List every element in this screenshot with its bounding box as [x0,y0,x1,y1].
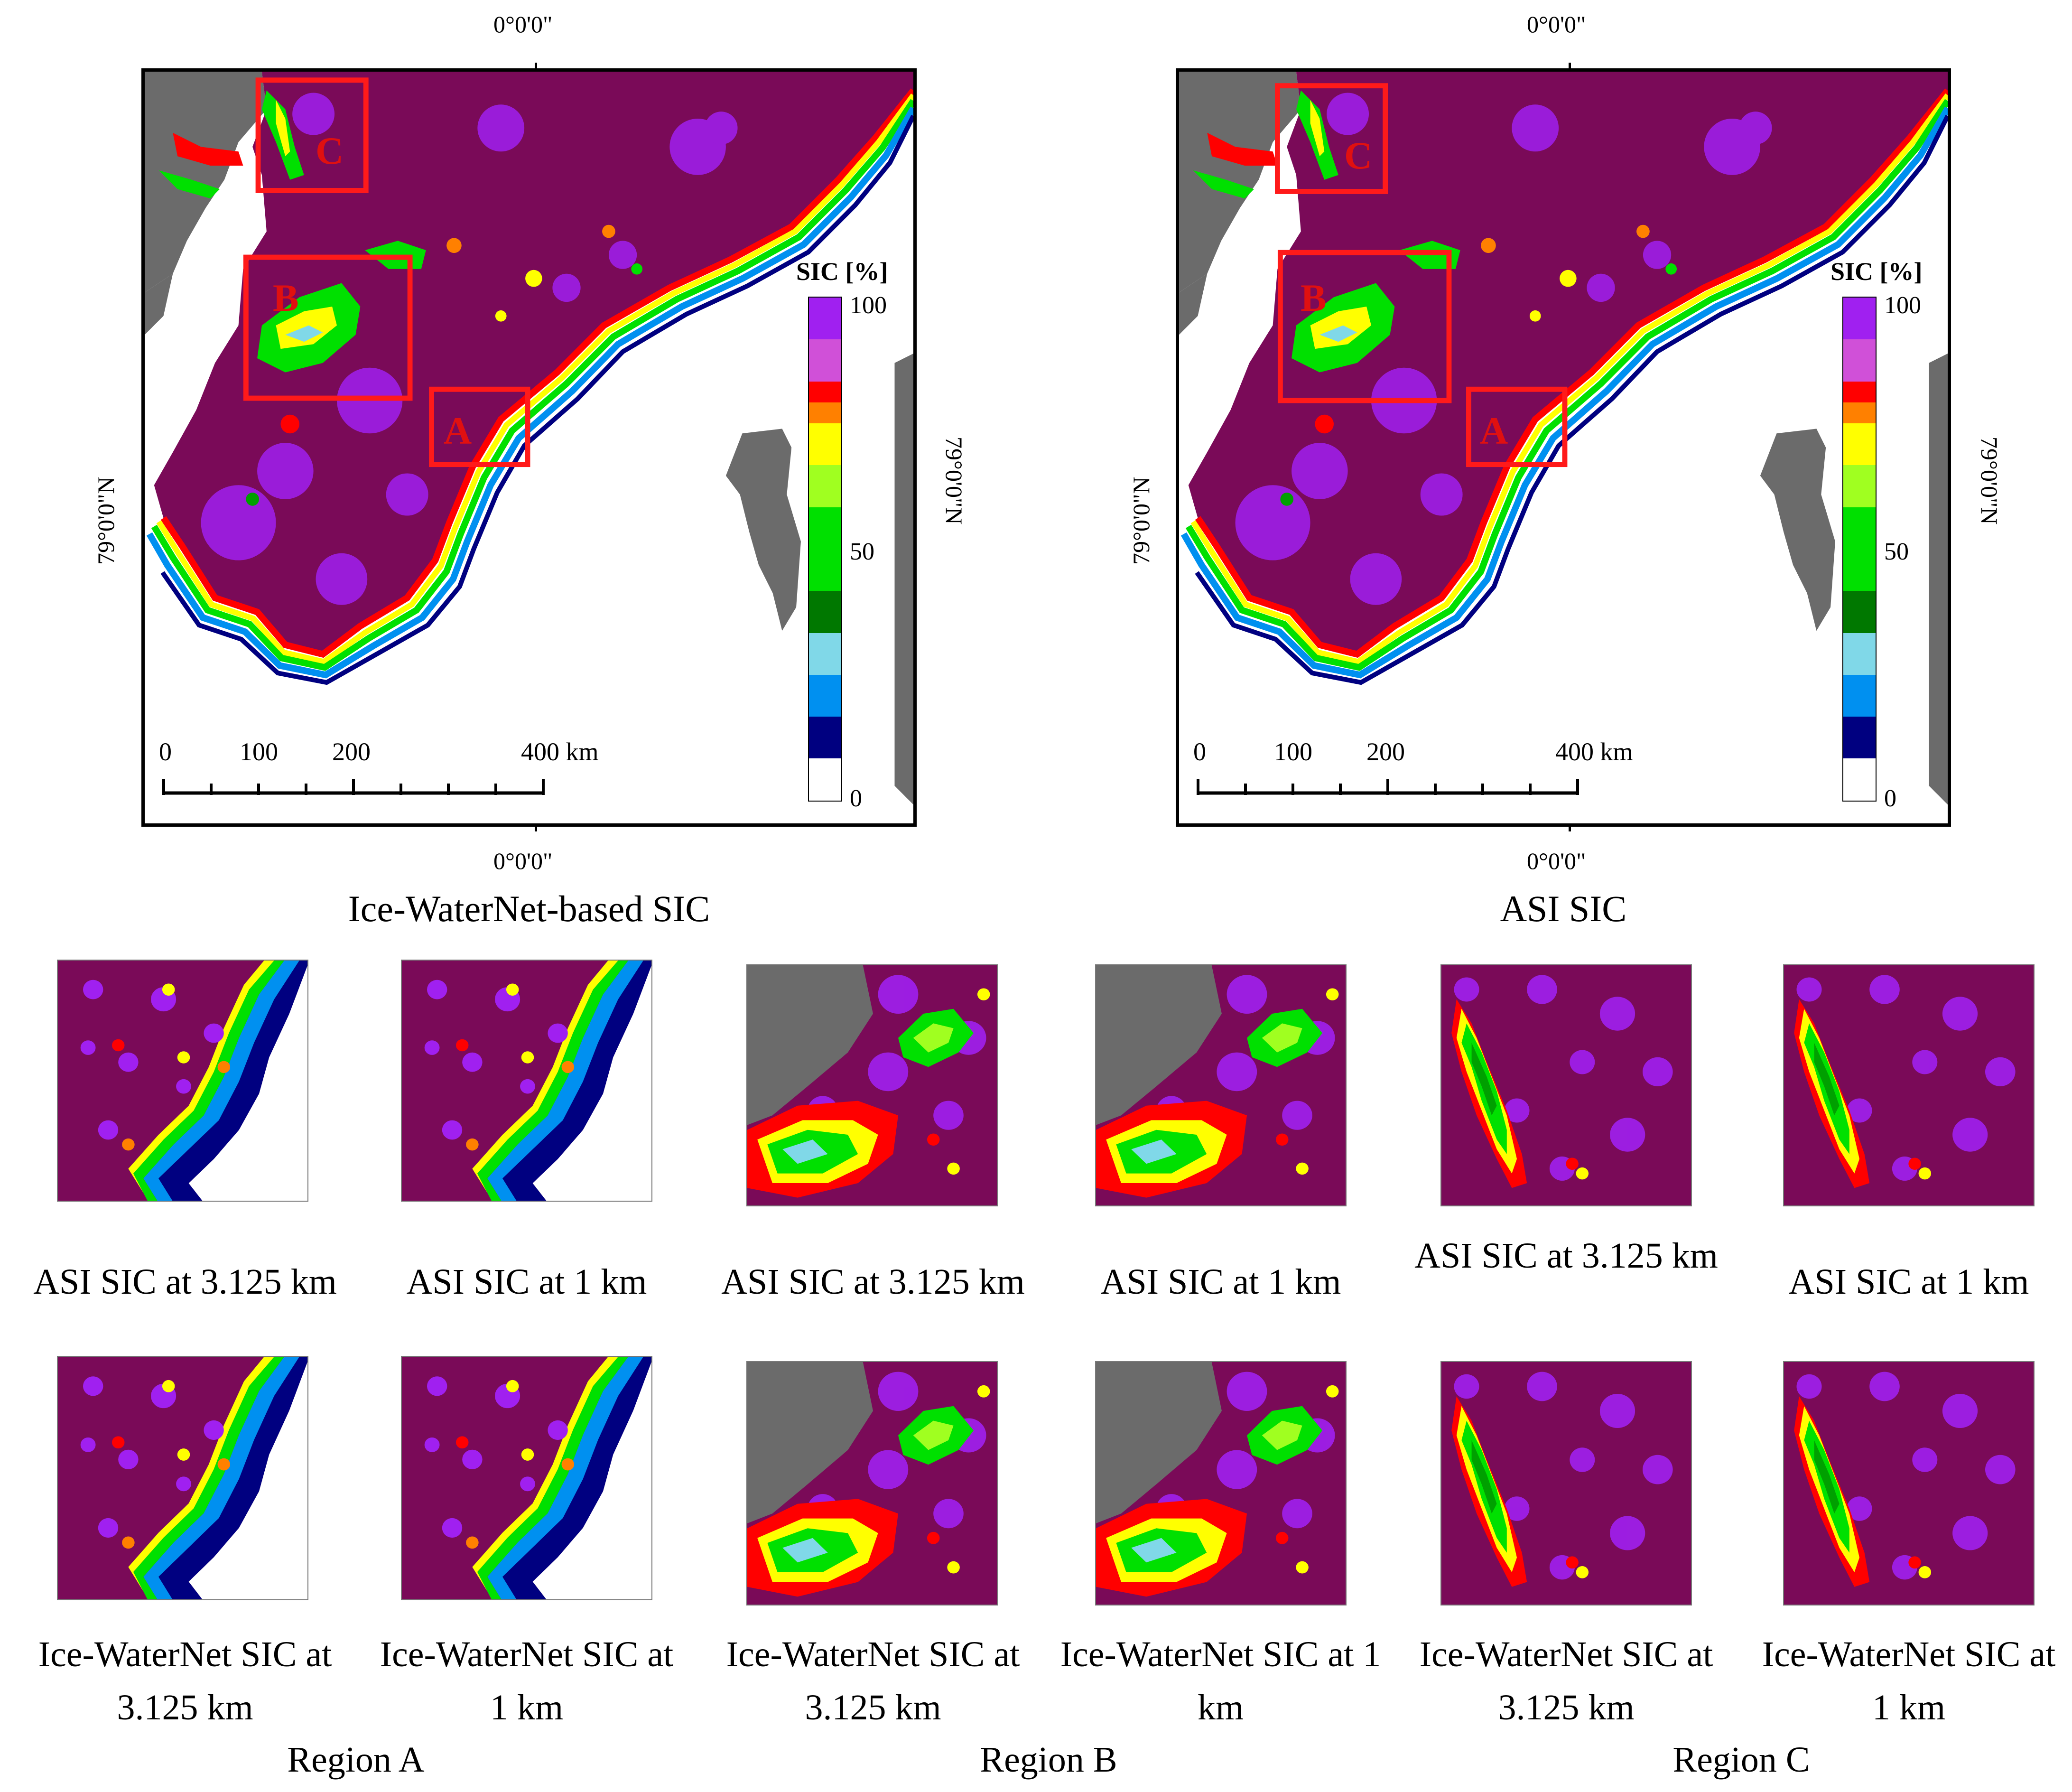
right-scale-label-100: 100 [1274,737,1312,766]
thumb-region-c-iwn-1km [1783,1361,2035,1605]
thumb-region-a-iwn-1km [401,1356,652,1600]
thumb-region-b-iwn-3125 [746,1361,998,1605]
thumb-region-c-asi-3125 [1440,964,1692,1206]
caption-row2-4: Ice-WaterNet SIC at 1 km [1060,1634,1381,1727]
left-scale-label-100: 100 [240,737,278,766]
caption-row1-5: ASI SIC at 3.125 km [1414,1236,1718,1276]
right-map-title: ASI SIC [1500,888,1627,929]
right-scale-bar [1197,779,1579,795]
caption-row2-1: Ice-WaterNet SIC at 3.125 km [38,1634,332,1727]
left-box-label-c: C [316,129,344,172]
left-box-label-b: B [273,276,299,319]
left-map-tick-bottom [535,824,537,831]
left-map-raster [145,72,913,823]
right-map-raster [1179,72,1948,823]
right-overview-map: C B A SIC [%] 100 50 0 0 100 200 400 km [1176,68,1951,827]
left-map-title: Ice-WaterNet-based SIC [348,888,710,929]
left-map-coord-right: 79°0'0"N [941,437,967,525]
right-box-b [1277,250,1452,403]
left-map-coord-bottom: 0°0'0" [493,848,553,874]
right-box-label-b: B [1301,276,1327,319]
left-scale-label-400: 400 km [521,737,599,766]
right-scale-label-400: 400 km [1555,737,1633,766]
left-box-b [243,254,413,401]
left-map-tick-top [535,63,537,70]
right-colorbar [1842,297,1877,802]
caption-row1-2: ASI SIC at 1 km [406,1262,647,1302]
thumb-region-c-asi-1km [1783,964,2035,1206]
right-map-coord-left: 79°0'0"N [1128,476,1154,565]
left-scale-label-200: 200 [332,737,371,766]
right-colorbar-label-0: 0 [1884,785,1896,812]
left-colorbar-title: SIC [%] [796,257,888,286]
left-box-c [255,77,369,193]
region-label-c: Region C [1672,1740,1810,1780]
right-colorbar-label-100: 100 [1884,292,1921,319]
thumb-region-a-asi-1km [401,960,652,1202]
right-colorbar-label-50: 50 [1884,538,1909,565]
right-map-coord-right: 79°0'0"N [1976,437,2003,525]
caption-row2-6: Ice-WaterNet SIC at 1 km [1762,1634,2056,1727]
left-colorbar-label-100: 100 [850,292,887,319]
left-map-coord-top: 0°0'0" [493,11,553,37]
left-scale-bar [162,779,545,795]
caption-row1-3: ASI SIC at 3.125 km [721,1262,1025,1302]
caption-row2-5: Ice-WaterNet SIC at 3.125 km [1419,1634,1713,1727]
caption-row1-6: ASI SIC at 1 km [1788,1262,2029,1302]
caption-row1-4: ASI SIC at 1 km [1100,1262,1341,1302]
left-overview-map: C B A SIC [%] 100 50 0 0 100 200 400 km [141,68,917,827]
left-map-coord-left: 79°0'0"N [93,476,119,565]
left-colorbar [808,297,842,802]
thumb-region-b-asi-3125 [746,964,998,1206]
right-box-label-a: A [1480,409,1508,452]
caption-row2-2: Ice-WaterNet SIC at 1 km [380,1634,674,1727]
left-box-a [429,386,530,467]
right-map-coord-bottom: 0°0'0" [1527,848,1586,874]
right-box-c [1275,83,1388,194]
right-map-coord-top: 0°0'0" [1527,11,1586,37]
left-colorbar-label-50: 50 [850,538,874,565]
thumb-region-a-iwn-3125 [57,1356,308,1600]
left-box-label-a: A [444,409,472,452]
left-colorbar-label-0: 0 [850,785,862,812]
right-map-tick-bottom [1569,824,1571,831]
right-box-label-c: C [1344,134,1373,177]
region-label-a: Region A [287,1740,425,1780]
right-box-a [1466,386,1568,467]
thumb-region-b-asi-1km [1095,964,1347,1206]
left-scale-label-0: 0 [159,737,172,766]
right-scale-label-200: 200 [1366,737,1405,766]
thumb-region-c-iwn-3125 [1440,1361,1692,1605]
right-map-tick-top [1569,63,1571,70]
right-scale-label-0: 0 [1193,737,1206,766]
right-colorbar-title: SIC [%] [1830,257,1923,286]
region-label-b: Region B [980,1740,1117,1780]
caption-row2-3: Ice-WaterNet SIC at 3.125 km [726,1634,1020,1727]
thumb-region-b-iwn-1km [1095,1361,1347,1605]
caption-row1-1: ASI SIC at 3.125 km [33,1262,337,1302]
thumb-region-a-asi-3125 [57,960,308,1202]
